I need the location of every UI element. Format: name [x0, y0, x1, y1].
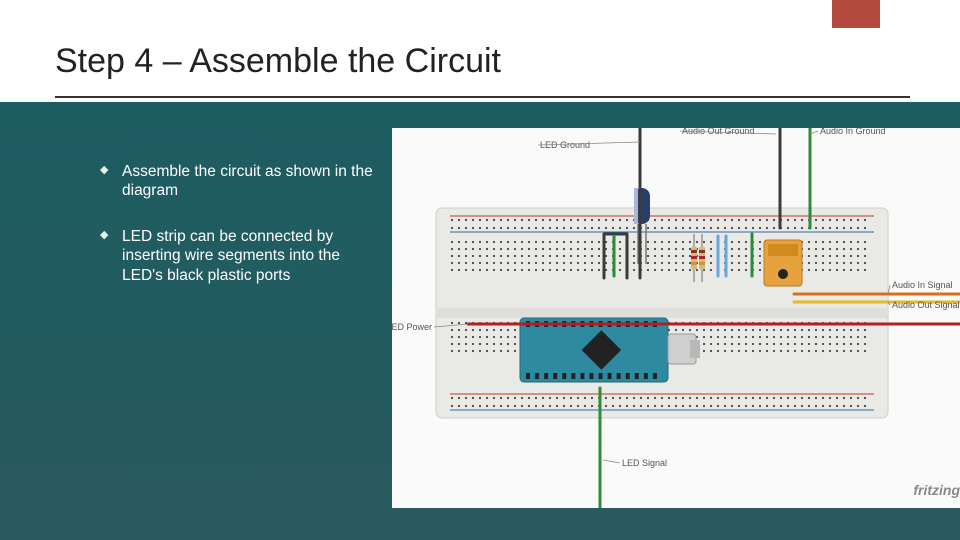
slide: Step 4 – Assemble the Circuit Assemble t… [0, 0, 960, 540]
title-underline [55, 96, 910, 98]
diagram-svg: LED GroundAudio Out GroundAudio In Groun… [392, 128, 960, 508]
circuit-diagram: LED GroundAudio Out GroundAudio In Groun… [392, 128, 960, 508]
svg-text:Audio In Ground: Audio In Ground [820, 128, 886, 136]
svg-text:Audio Out Signal: Audio Out Signal [892, 300, 960, 310]
accent-corner [832, 0, 880, 28]
svg-text:LED Power: LED Power [392, 322, 432, 332]
svg-text:LED Signal: LED Signal [622, 458, 667, 468]
bullet-list: Assemble the circuit as shown in the dia… [100, 162, 380, 311]
fritzing-watermark: fritzing [913, 482, 960, 498]
bullet-item: Assemble the circuit as shown in the dia… [100, 162, 380, 201]
svg-text:Audio In Signal: Audio In Signal [892, 280, 953, 290]
page-title: Step 4 – Assemble the Circuit [55, 42, 501, 81]
bullet-item: LED strip can be connected by inserting … [100, 227, 380, 285]
